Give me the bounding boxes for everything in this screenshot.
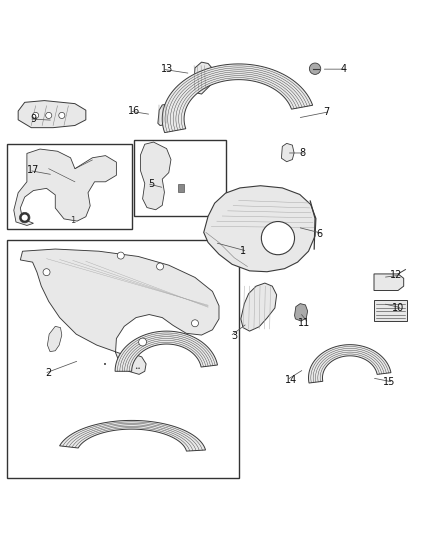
Circle shape bbox=[19, 212, 30, 223]
Polygon shape bbox=[115, 331, 218, 372]
Polygon shape bbox=[60, 421, 205, 451]
Bar bbox=[374, 300, 407, 321]
Bar bbox=[177, 184, 184, 192]
Text: 14: 14 bbox=[285, 375, 297, 385]
Polygon shape bbox=[141, 142, 171, 210]
Text: 17: 17 bbox=[27, 165, 39, 175]
Polygon shape bbox=[47, 326, 62, 352]
Text: •: • bbox=[103, 362, 107, 368]
Circle shape bbox=[59, 112, 65, 118]
Polygon shape bbox=[14, 149, 117, 225]
Text: 13: 13 bbox=[160, 64, 173, 74]
Text: ••: •• bbox=[134, 366, 141, 371]
Bar bbox=[7, 240, 239, 478]
Text: 7: 7 bbox=[323, 107, 329, 117]
Circle shape bbox=[46, 112, 52, 118]
Polygon shape bbox=[18, 101, 86, 128]
Text: 11: 11 bbox=[298, 318, 310, 328]
Polygon shape bbox=[193, 62, 214, 94]
Circle shape bbox=[139, 338, 147, 346]
Polygon shape bbox=[374, 274, 404, 290]
Circle shape bbox=[156, 263, 163, 270]
Text: 12: 12 bbox=[390, 270, 402, 280]
Polygon shape bbox=[241, 283, 277, 331]
Text: 6: 6 bbox=[316, 229, 322, 239]
Circle shape bbox=[21, 215, 28, 221]
Text: 8: 8 bbox=[299, 148, 305, 158]
Bar bbox=[134, 140, 226, 216]
Text: 15: 15 bbox=[383, 377, 396, 387]
Polygon shape bbox=[282, 143, 294, 161]
Polygon shape bbox=[162, 64, 313, 133]
Circle shape bbox=[309, 63, 321, 75]
Circle shape bbox=[32, 112, 39, 118]
Circle shape bbox=[261, 222, 294, 255]
Circle shape bbox=[43, 269, 50, 276]
Text: 16: 16 bbox=[128, 106, 140, 116]
Polygon shape bbox=[204, 185, 316, 272]
Text: 3: 3 bbox=[231, 332, 237, 341]
Polygon shape bbox=[294, 304, 307, 321]
Text: 9: 9 bbox=[30, 114, 36, 124]
Polygon shape bbox=[20, 249, 219, 374]
Text: 1: 1 bbox=[240, 246, 246, 256]
Circle shape bbox=[191, 320, 198, 327]
Polygon shape bbox=[158, 104, 172, 125]
Circle shape bbox=[117, 252, 124, 259]
Bar bbox=[7, 144, 132, 229]
Text: 5: 5 bbox=[148, 179, 155, 189]
Polygon shape bbox=[308, 345, 391, 383]
Text: 1: 1 bbox=[70, 216, 75, 225]
Text: 4: 4 bbox=[340, 64, 346, 74]
Text: 2: 2 bbox=[46, 368, 52, 378]
Text: 10: 10 bbox=[392, 303, 404, 313]
